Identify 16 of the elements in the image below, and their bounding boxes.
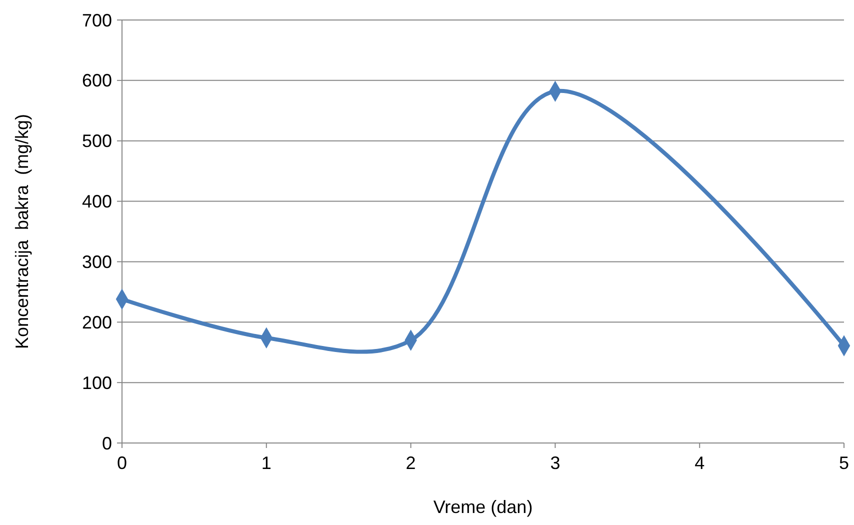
x-axis-title: Vreme (dan) (433, 497, 533, 517)
y-tick-label: 600 (82, 70, 112, 91)
x-tick-label: 1 (261, 453, 272, 473)
y-tick-label: 200 (82, 312, 112, 332)
y-tick-label: 300 (82, 252, 112, 272)
x-tick-label: 3 (550, 453, 560, 473)
x-tick-label: 5 (838, 453, 850, 473)
y-tick-label: 400 (82, 192, 112, 212)
x-tick-label: 0 (116, 453, 128, 473)
x-tick-label: 4 (694, 453, 705, 473)
y-axis-title: Koncentracija bakra (mg/kg) (12, 114, 32, 350)
y-tick-label: 0 (102, 433, 112, 454)
y-tick-label: 100 (82, 372, 112, 393)
y-tick-label: 500 (82, 131, 112, 152)
y-tick-label: 700 (82, 10, 112, 30)
x-tick-label: 2 (406, 453, 416, 473)
